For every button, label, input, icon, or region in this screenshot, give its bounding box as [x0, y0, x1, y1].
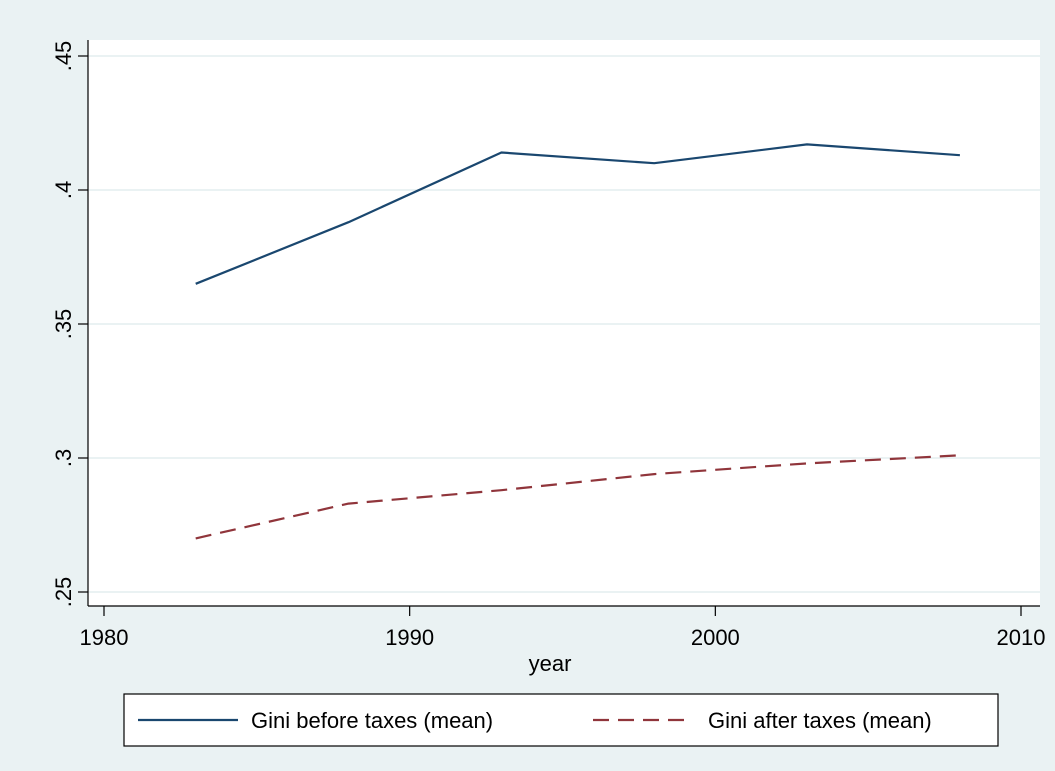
legend-label-0: Gini before taxes (mean) [251, 708, 493, 733]
axes [78, 40, 1040, 616]
legend-box [123, 693, 999, 747]
series-layer [195, 143, 960, 540]
y-tick-label-4: .45 [51, 41, 76, 72]
y-tick-label-2: .35 [51, 309, 76, 340]
x-tick-label-1: 1990 [385, 625, 434, 650]
x-tick-label-0: 1980 [80, 625, 129, 650]
gridlines [88, 55, 1040, 593]
series-line-0 [195, 143, 960, 285]
tick-labels: .25 .3 .35 .4 .45 1980 1990 2000 2010 [51, 41, 1045, 650]
x-tick-label-2: 2000 [691, 625, 740, 650]
y-tick-label-1: .3 [51, 449, 76, 467]
x-axis-title: year [529, 651, 572, 676]
y-tick-label-0: .25 [51, 577, 76, 608]
y-tick-label-3: .4 [51, 181, 76, 199]
x-tick-label-3: 2010 [997, 625, 1046, 650]
legend-label-1: Gini after taxes (mean) [708, 708, 932, 733]
series-line-1 [195, 454, 960, 540]
legend: Gini before taxes (mean) Gini after taxes… [123, 693, 999, 747]
